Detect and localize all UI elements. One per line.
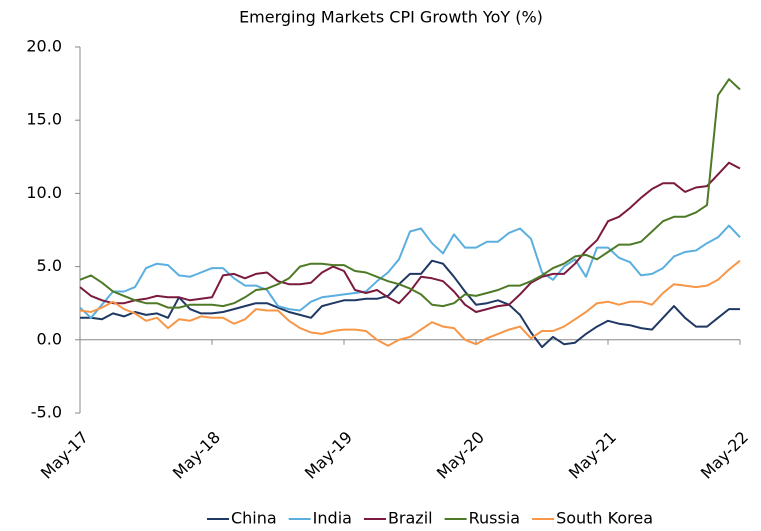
legend-label: India [313, 509, 352, 528]
x-tick-label: May-17 [37, 428, 92, 483]
legend-label: Russia [469, 509, 520, 528]
legend-label: Brazil [388, 509, 433, 528]
y-tick-label: 10.0 [26, 183, 62, 202]
series-line [79, 78, 741, 309]
chart-title: Emerging Markets CPI Growth YoY (%) [239, 8, 543, 27]
series-line [80, 259, 740, 349]
y-tick-label: -5.0 [31, 403, 62, 422]
legend: China India Brazil Russia South Korea [206, 509, 653, 528]
y-tick-label: 15.0 [26, 110, 62, 129]
legend-label: China [231, 509, 277, 528]
x-tick-label: May-18 [169, 428, 224, 483]
series-line [79, 259, 741, 347]
x-tick-label: May-22 [697, 428, 752, 483]
series-line [79, 224, 741, 319]
y-tick-label: 5.0 [37, 256, 62, 275]
series-line [79, 161, 741, 313]
x-tick-label: May-20 [433, 428, 488, 483]
y-tick-label: 0.0 [37, 329, 62, 348]
x-tick-label: May-21 [565, 428, 620, 483]
x-tick-label: May-19 [301, 428, 356, 483]
y-tick-label: 20.0 [26, 37, 62, 56]
legend-label: South Korea [556, 509, 653, 528]
